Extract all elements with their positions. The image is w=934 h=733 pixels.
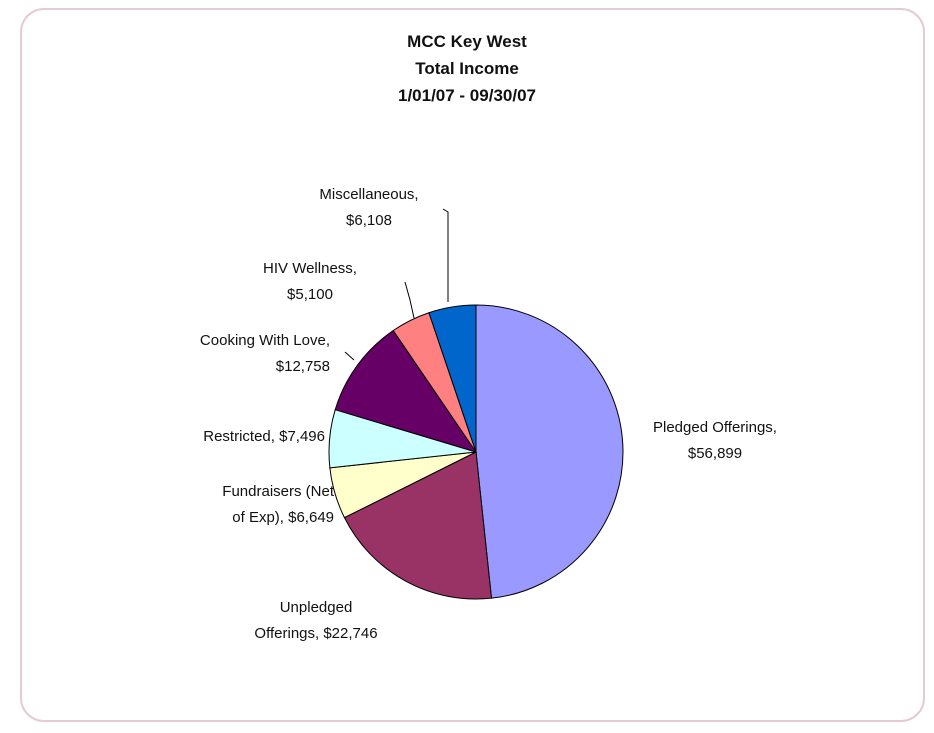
pie-slice-cooking-with-love <box>334 329 478 453</box>
leader-line-hiv-wellness <box>404 281 415 319</box>
chart-title-line-1: MCC Key West <box>407 32 527 51</box>
data-label-pledged-offerings: Pledged Offerings, $56,899 <box>653 419 777 462</box>
data-label-hiv-wellness: HIV Wellness, $5,100 <box>263 260 357 303</box>
leader-line-cooking-with-love <box>344 351 355 361</box>
data-label-miscellaneous: Miscellaneous, $6,108 <box>319 186 418 229</box>
data-label-restricted: Restricted, $7,496 <box>203 428 325 445</box>
chart-title-line-2: Total Income <box>415 59 519 78</box>
pie-slice-unpledged-offerings <box>343 451 493 600</box>
pie-slice-miscellaneous <box>428 304 477 453</box>
chart-title: MCC Key West Total Income 1/01/07 - 09/3… <box>0 28 934 109</box>
data-label-fundraisers-net-of-exp: Fundraisers (Net of Exp), $6,649 <box>222 483 335 526</box>
pie-slice-pledged-offerings <box>475 304 624 599</box>
data-label-unpledged-offerings: Unpledged Offerings, $22,746 <box>254 599 377 642</box>
data-label-cooking-with-love: Cooking With Love, $12,758 <box>200 332 330 375</box>
leader-line-miscellaneous <box>442 208 449 302</box>
chart-title-line-3: 1/01/07 - 09/30/07 <box>397 86 536 105</box>
